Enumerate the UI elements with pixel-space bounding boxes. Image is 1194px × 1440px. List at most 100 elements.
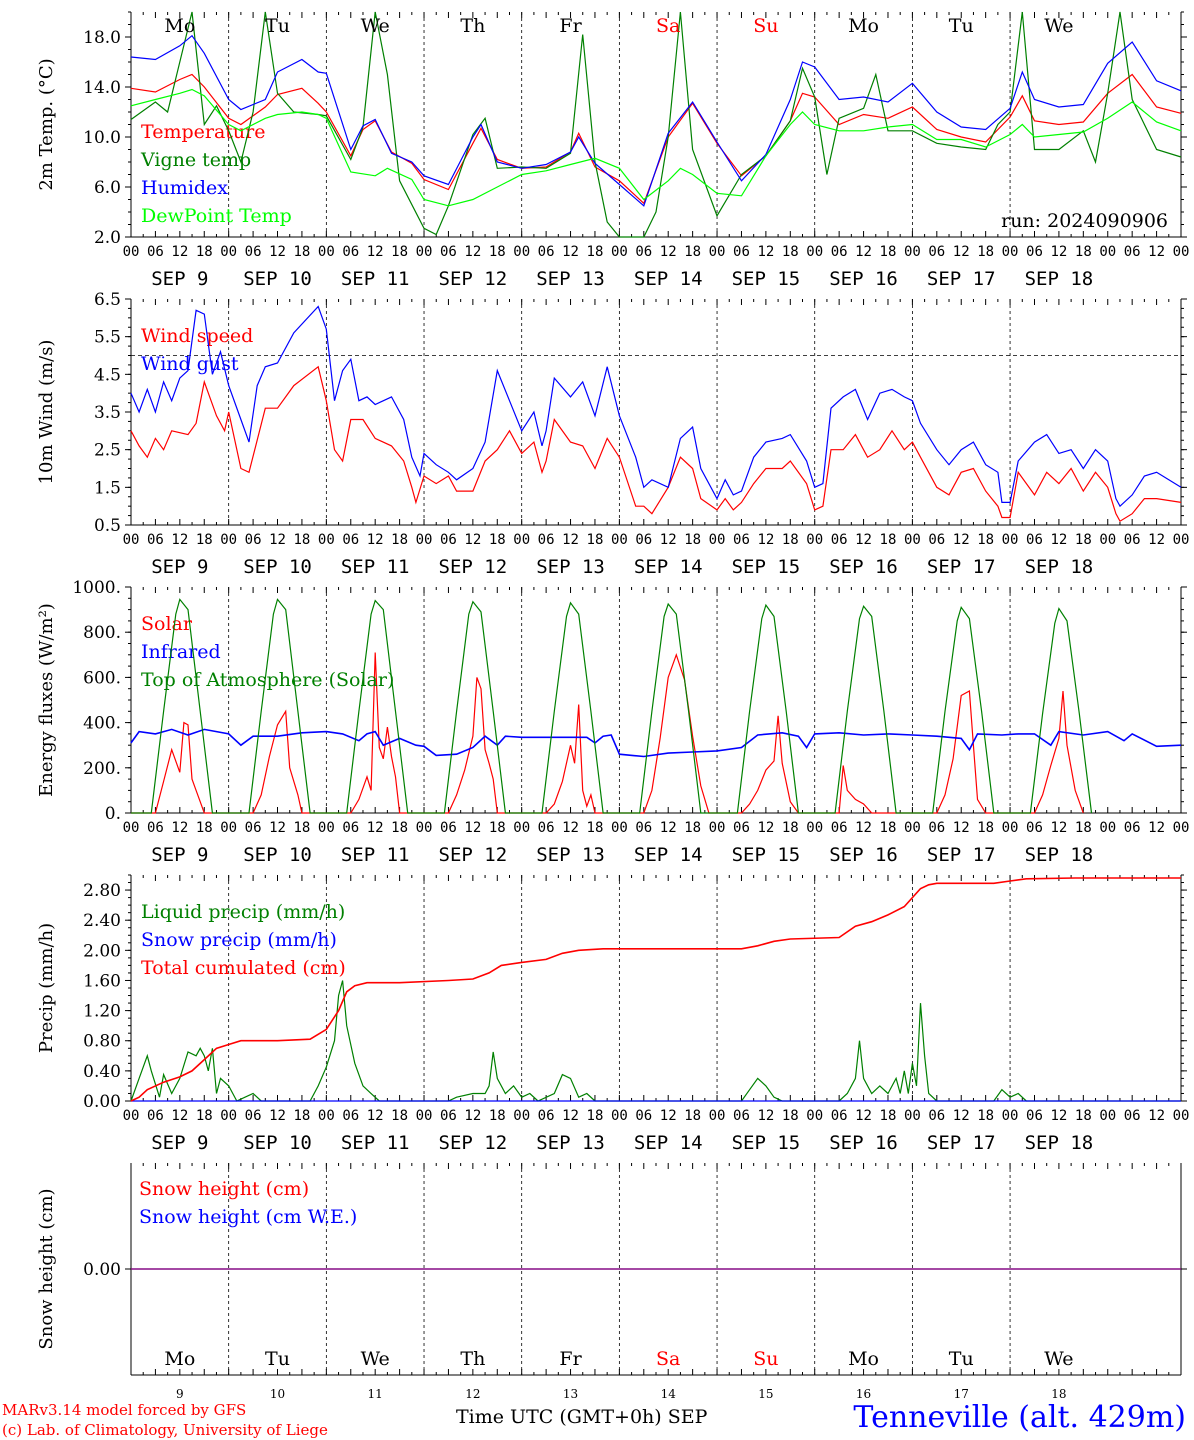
- hour-label: 12: [1050, 1108, 1067, 1124]
- hour-label: 06: [733, 820, 750, 836]
- series-line-total-cumulated-cm-: [130, 877, 1181, 1102]
- date-label: SEP 14: [634, 844, 703, 866]
- weekday-label: Th: [460, 15, 485, 37]
- hour-label: 00: [513, 820, 530, 836]
- hour-label: 18: [977, 532, 994, 548]
- y-tick-label: 2.0: [94, 228, 121, 248]
- x-axis-title-text: Time UTC (GMT+0h): [456, 1406, 662, 1428]
- hour-label: 00: [513, 1108, 530, 1124]
- day-number-label: 10: [270, 1387, 285, 1401]
- date-label: SEP 12: [439, 844, 508, 866]
- day-number-label: 14: [661, 1387, 677, 1401]
- hour-label: 00: [904, 820, 921, 836]
- station-name: Tenneville (alt. 429m): [853, 1400, 1186, 1435]
- hour-label: 00: [806, 244, 823, 260]
- hour-label: 06: [1026, 820, 1043, 836]
- y-tick-label: 0.: [105, 804, 121, 824]
- hour-label: 18: [880, 532, 897, 548]
- date-label: SEP 15: [732, 556, 801, 578]
- hour-label: 06: [342, 532, 359, 548]
- hour-label: 12: [757, 1108, 774, 1124]
- hour-label: 12: [953, 244, 970, 260]
- hour-label: 18: [294, 532, 311, 548]
- y-tick-label: 800.: [83, 623, 121, 643]
- hour-label: 00: [123, 820, 140, 836]
- date-label: SEP 10: [243, 1132, 312, 1154]
- x-axis-title: Time UTC (GMT+0h) SEP: [456, 1406, 707, 1428]
- hour-label: 18: [977, 244, 994, 260]
- hour-label: 06: [538, 1108, 555, 1124]
- hour-label: 18: [391, 244, 408, 260]
- date-label: SEP 14: [634, 1132, 703, 1154]
- hour-label: 00: [806, 1108, 823, 1124]
- day-number-label: 11: [368, 1387, 383, 1401]
- hour-label: 18: [587, 820, 604, 836]
- hour-label: 00: [611, 532, 628, 548]
- hour-label: 00: [220, 820, 237, 836]
- hour-label: 18: [587, 244, 604, 260]
- hour-label: 00: [1173, 244, 1190, 260]
- hour-label: 00: [220, 532, 237, 548]
- weekday-label: We: [361, 1348, 390, 1370]
- series-line-humidex: [130, 34, 1182, 207]
- hour-label: 18: [294, 820, 311, 836]
- hour-label: 06: [342, 820, 359, 836]
- hour-label: 06: [1124, 244, 1141, 260]
- hour-label: 18: [489, 532, 506, 548]
- hour-label: 06: [147, 244, 164, 260]
- date-label: SEP 13: [536, 556, 605, 578]
- hour-label: 18: [977, 820, 994, 836]
- hour-label: 18: [977, 1108, 994, 1124]
- hour-label: 18: [684, 532, 701, 548]
- y-tick-label: 18.0: [83, 28, 121, 48]
- hour-label: 00: [416, 244, 433, 260]
- y-tick-label: 2.5: [94, 441, 121, 461]
- hour-label: 00: [416, 532, 433, 548]
- y-tick-label: 2.80: [83, 881, 121, 901]
- hour-label: 00: [220, 1108, 237, 1124]
- weekday-label: Fr: [559, 1348, 582, 1370]
- hour-label: 18: [587, 1108, 604, 1124]
- date-label: SEP 15: [732, 844, 801, 866]
- hour-label: 18: [196, 244, 213, 260]
- hour-label: 06: [928, 1108, 945, 1124]
- hour-label: 00: [123, 1108, 140, 1124]
- day-number-label: 12: [465, 1387, 480, 1401]
- legend-infrared: Infrared: [141, 641, 221, 663]
- hour-label: 18: [782, 1108, 799, 1124]
- lab-credit: (c) Lab. of Climatology, University of L…: [2, 1421, 328, 1439]
- hour-label: 06: [733, 532, 750, 548]
- hour-label: 06: [635, 820, 652, 836]
- hour-label: 00: [709, 244, 726, 260]
- hour-label: 00: [318, 820, 335, 836]
- date-label: SEP 17: [927, 844, 996, 866]
- day-number-label: 18: [1051, 1387, 1066, 1401]
- hour-label: 12: [269, 244, 286, 260]
- date-label: SEP 14: [634, 268, 703, 290]
- weekday-label: Tu: [265, 15, 290, 37]
- weekday-label: Mo: [848, 15, 879, 37]
- hour-label: 00: [220, 244, 237, 260]
- date-label: SEP 10: [243, 556, 312, 578]
- date-label: SEP 15: [732, 268, 801, 290]
- weekday-label: Sa: [656, 1348, 680, 1370]
- hour-label: 06: [538, 532, 555, 548]
- legend-wind-speed: Wind speed: [141, 325, 253, 347]
- x-axis-month: SEP: [667, 1406, 708, 1428]
- hour-label: 06: [440, 1108, 457, 1124]
- hour-label: 06: [440, 244, 457, 260]
- hour-label: 12: [269, 820, 286, 836]
- hour-label: 18: [880, 244, 897, 260]
- y-tick-label: 5.5: [94, 328, 121, 348]
- hour-label: 18: [880, 820, 897, 836]
- y-tick-label: 2.40: [83, 911, 121, 931]
- hour-label: 18: [684, 820, 701, 836]
- date-label: SEP 17: [927, 556, 996, 578]
- date-label: SEP 13: [536, 268, 605, 290]
- hour-label: 12: [1148, 1108, 1165, 1124]
- hour-label: 12: [953, 820, 970, 836]
- legend-liquid-precip-mm-h-: Liquid precip (mm/h): [141, 901, 345, 923]
- y-tick-label: 2.00: [83, 941, 121, 961]
- hour-label: 00: [123, 244, 140, 260]
- hour-label: 12: [855, 820, 872, 836]
